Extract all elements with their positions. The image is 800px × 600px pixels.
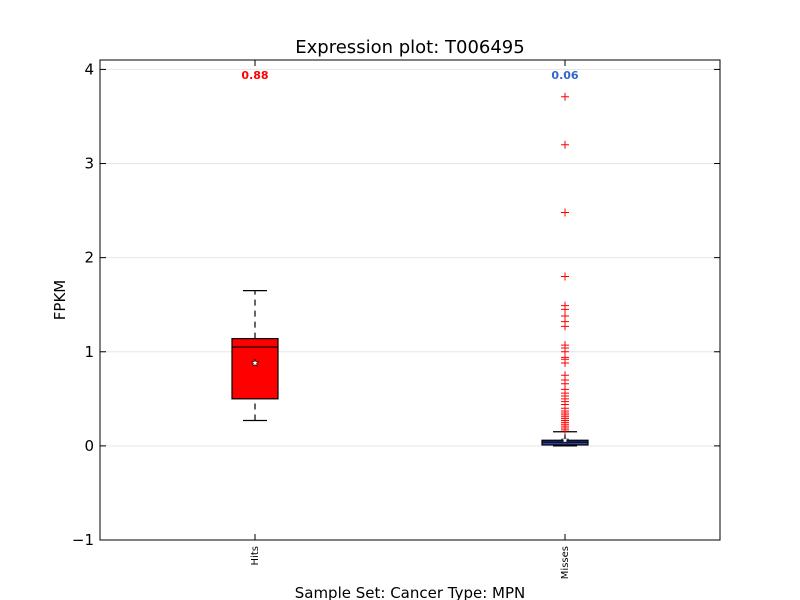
y-tick-label: 4 [84,60,94,78]
y-tick-label: 0 [84,437,94,455]
mean-value-label: 0.88 [241,69,268,82]
grid [100,68,720,447]
outlier-point [561,425,569,434]
mean-marker [560,435,570,444]
plot-background [100,60,720,540]
outlier-point [561,272,569,281]
outlier-point [561,140,569,149]
y-tick-label: 1 [84,343,94,361]
y-tick-label: 2 [84,249,94,267]
y-axis-label: FPKM [51,280,69,320]
outlier-point [561,322,569,331]
chart-title: Expression plot: T006495 [295,37,524,58]
box-hits: 0.88 [231,69,279,422]
x-tick-label-hits: Hits [250,546,261,565]
outlier-point [561,208,569,217]
box-misses: 0.06 [541,69,589,447]
y-tick-label: −1 [72,531,94,549]
x-axis-label: Sample Set: Cancer Type: MPN [295,584,526,600]
boxes: 0.88 0.06 [231,69,589,447]
outlier-point [561,92,569,101]
outlier-point [561,359,569,368]
mean-value-label: 0.06 [551,69,578,82]
plot-frame [99,59,721,541]
box-iqr [231,337,279,400]
y-tick-label: 3 [84,155,94,173]
x-tick-label-misses: Misses [560,546,571,579]
mean-marker [250,358,260,367]
axis-ticks: −1 0 1 2 3 4 Hits Misses [72,60,720,579]
